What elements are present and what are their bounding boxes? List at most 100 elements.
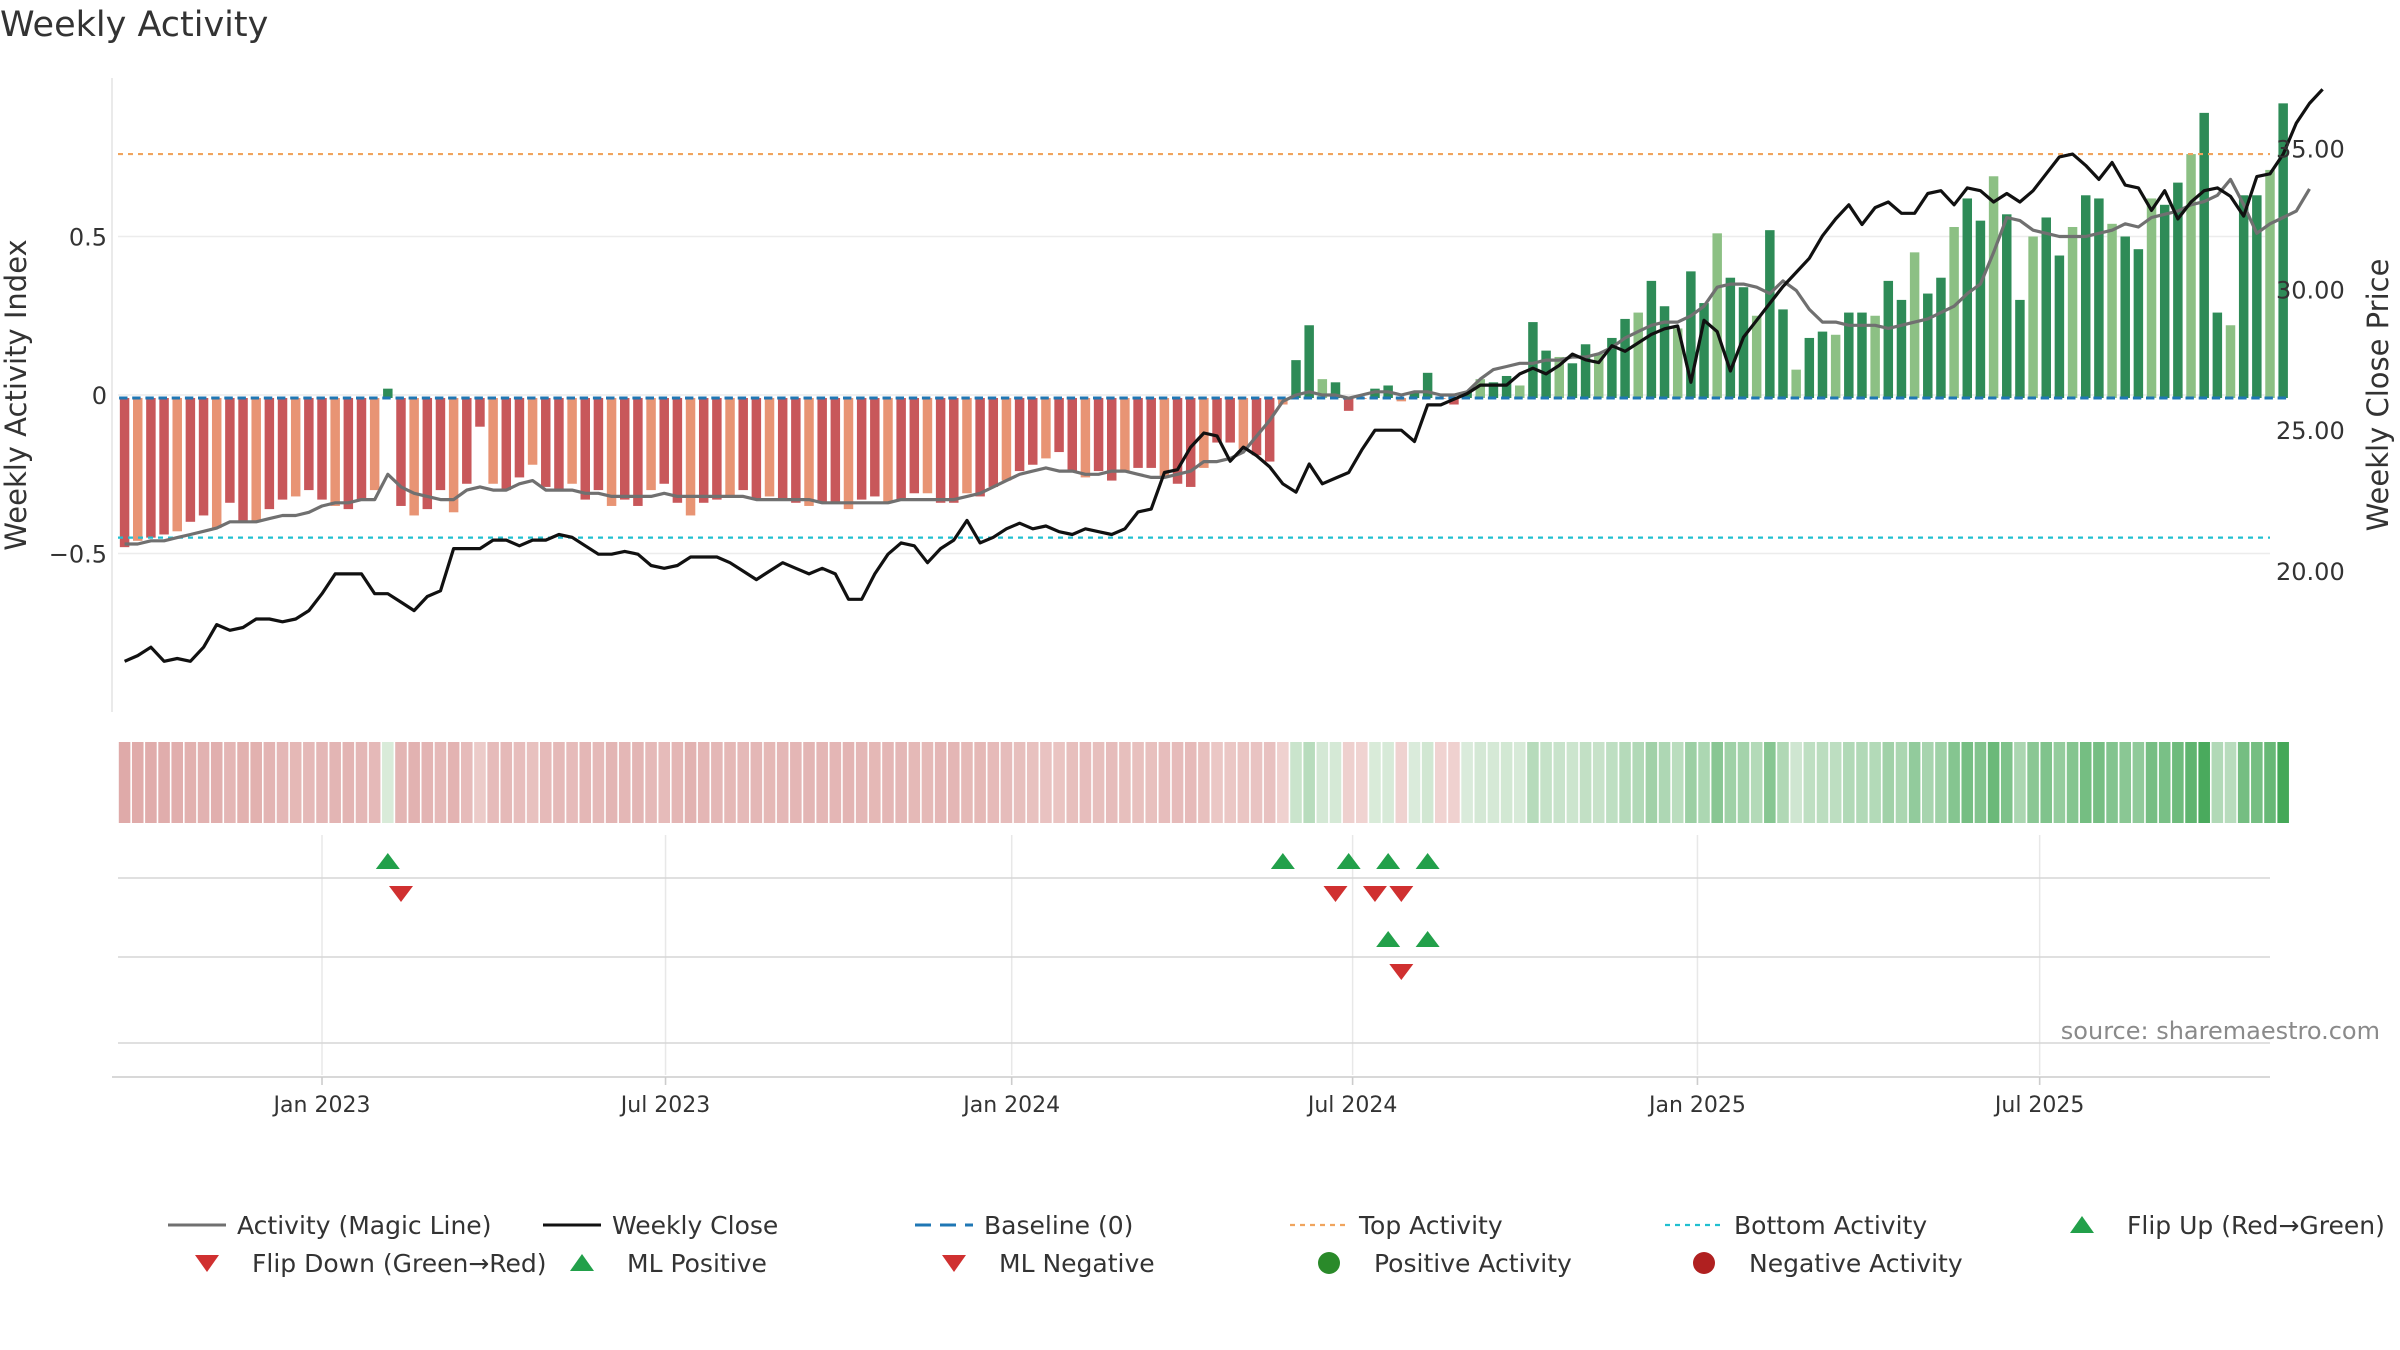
left-axis-label: Weekly Activity Index: [0, 239, 33, 550]
right-tick-label: 25.00: [2276, 417, 2345, 445]
heat-cell: [1671, 742, 1684, 823]
activity-bar: [1712, 233, 1722, 398]
heat-cell: [1500, 742, 1513, 823]
heat-cell: [2211, 742, 2224, 823]
heat-cell: [434, 742, 447, 823]
activity-bar: [2002, 214, 2012, 398]
heat-cell: [1316, 742, 1329, 823]
activity-bar: [1422, 372, 1433, 398]
series-lines: [123, 88, 2324, 663]
heat-cell: [961, 742, 973, 823]
activity-bar: [856, 398, 867, 500]
heat-cell: [1566, 742, 1579, 823]
legend-pos_dot-label: Positive Activity: [1374, 1249, 1572, 1278]
heat-cell: [237, 742, 249, 823]
activity-bar: [527, 398, 538, 465]
heat-cell: [342, 742, 355, 823]
heat-cell: [790, 742, 802, 823]
heat-cell: [1553, 742, 1566, 823]
heat-cell: [1026, 742, 1039, 823]
activity-bar: [646, 398, 656, 491]
heat-cell: [539, 742, 552, 823]
legend-flip_down-label: Flip Down (Green→Red): [252, 1249, 547, 1278]
heat-cell: [1408, 742, 1421, 823]
heat-cell: [1540, 742, 1552, 823]
heat-cell: [1435, 742, 1447, 823]
activity-bar: [922, 398, 933, 494]
activity-bar: [1264, 398, 1275, 462]
heat-cell: [592, 742, 605, 823]
left-tick-label: 0: [92, 382, 107, 410]
x-tick-label: Jan 2023: [272, 1093, 371, 1118]
activity-bar: [133, 398, 143, 541]
activity-bar: [606, 398, 617, 506]
heat-cell: [276, 742, 289, 823]
heat-cell: [1263, 742, 1276, 823]
activity-bar: [488, 398, 498, 484]
heat-cell: [1513, 742, 1526, 823]
activity-bar: [2041, 217, 2051, 398]
activity-bar: [277, 398, 288, 500]
heat-cell: [1013, 742, 1026, 823]
activity-bar: [1962, 198, 1973, 398]
activity-bar: [1620, 318, 1630, 398]
heat-cell: [1645, 742, 1658, 823]
activity-bar: [1909, 252, 1920, 398]
activity-bar: [251, 398, 261, 522]
activity-bar: [119, 398, 130, 548]
heat-cell: [1290, 742, 1302, 823]
heat-cell: [1237, 742, 1250, 823]
activity-bar: [198, 398, 209, 516]
heat-cell: [1277, 742, 1289, 823]
activity-bar: [830, 398, 841, 503]
heat-cell: [1922, 742, 1934, 823]
heat-cell: [921, 742, 934, 823]
heat-cell: [948, 742, 960, 823]
activity-bar: [356, 398, 367, 500]
heat-cell: [447, 742, 460, 823]
heat-cell: [1079, 742, 1092, 823]
activity-bar: [804, 398, 814, 506]
activity-bar: [988, 398, 999, 487]
heat-cell: [2198, 742, 2210, 823]
right-tick-label: 30.00: [2276, 276, 2345, 304]
heat-cell: [1053, 742, 1065, 823]
source-note: source: sharemaestro.com: [2061, 1017, 2380, 1045]
activity-bar: [2015, 299, 2025, 398]
heat-cell: [1527, 742, 1539, 823]
activity-bar: [462, 398, 472, 484]
activity-bar: [2252, 195, 2262, 398]
activity-bar: [1686, 271, 1696, 398]
heat-cell: [566, 742, 578, 823]
activity-bar: [764, 398, 775, 497]
activity-bar: [1041, 398, 1051, 459]
activity-bar: [1185, 398, 1196, 487]
heat-cell: [2237, 742, 2250, 823]
heat-cell: [2277, 742, 2289, 823]
activity-bar: [159, 398, 169, 535]
heat-cell: [750, 742, 763, 823]
heat-cell: [2264, 742, 2276, 823]
activity-bar: [1304, 325, 1314, 398]
heat-cell: [1382, 742, 1394, 823]
heat-cell: [618, 742, 631, 823]
flip-markers: [118, 853, 2270, 1044]
x-tick-label: Jul 2023: [619, 1093, 711, 1118]
heat-cell: [645, 742, 657, 823]
magic-line: [124, 177, 2311, 546]
heat-cell: [1132, 742, 1144, 823]
activity-bar: [383, 388, 393, 398]
activity-bar: [1567, 363, 1578, 398]
grid-lines: [118, 235, 2270, 1075]
flip-up-marker: [1376, 853, 1401, 869]
heat-cell: [829, 742, 842, 823]
activity-bar: [2054, 255, 2065, 398]
activity-bar: [870, 398, 880, 497]
heat-cell: [1869, 742, 1881, 823]
heat-cell: [2158, 742, 2171, 823]
heat-cell: [1461, 742, 1473, 823]
heat-cell: [1948, 742, 1960, 823]
activity-bar: [1896, 299, 1907, 398]
activity-bar: [1093, 398, 1104, 472]
heat-cell: [1935, 742, 1947, 823]
